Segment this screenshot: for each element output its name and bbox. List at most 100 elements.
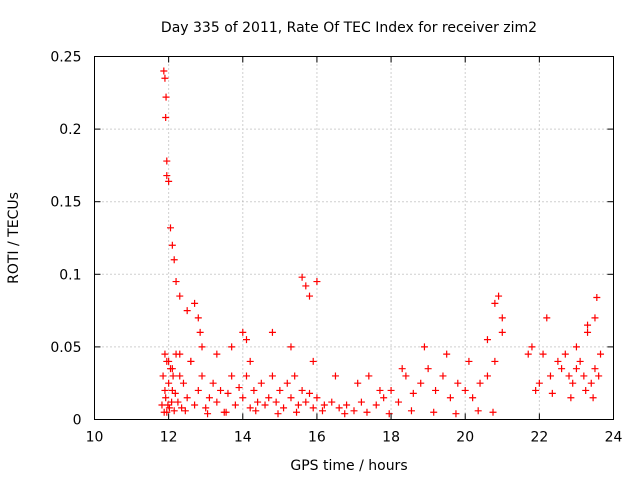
data-point (162, 93, 170, 101)
data-point (313, 278, 321, 286)
data-point (170, 256, 178, 264)
data-point (357, 398, 365, 406)
data-point (202, 404, 210, 412)
data-point (183, 394, 191, 402)
data-point (580, 372, 588, 380)
plot-frame (94, 56, 614, 420)
data-point (187, 357, 195, 365)
data-point (194, 386, 202, 394)
data-point (168, 365, 176, 373)
data-point (179, 379, 187, 387)
data-point (158, 401, 166, 409)
data-point (176, 350, 184, 358)
data-point (546, 372, 554, 380)
data-point (341, 410, 349, 418)
data-point (328, 398, 336, 406)
data-point (535, 379, 543, 387)
data-point (168, 241, 176, 249)
data-point (246, 404, 254, 412)
data-point (335, 404, 343, 412)
data-point (589, 394, 597, 402)
data-point (483, 336, 491, 344)
data-point (452, 410, 460, 418)
data-point (268, 372, 276, 380)
data-point (398, 365, 406, 373)
data-point (191, 401, 199, 409)
data-points (158, 67, 605, 418)
data-point (354, 379, 362, 387)
x-tick-label: 14 (234, 430, 252, 446)
data-point (272, 398, 280, 406)
data-point (254, 398, 262, 406)
data-point (461, 386, 469, 394)
data-point (350, 407, 358, 415)
data-point (194, 314, 202, 322)
data-point (576, 357, 584, 365)
y-tick-label: 0.25 (50, 50, 81, 66)
data-point (228, 343, 236, 351)
y-tick-label: 0.1 (59, 267, 81, 283)
data-point (597, 350, 605, 358)
data-point (474, 407, 482, 415)
data-point (246, 357, 254, 365)
data-point (213, 398, 221, 406)
data-point (170, 407, 178, 415)
data-point (171, 389, 179, 397)
data-point (539, 350, 547, 358)
data-point (165, 404, 173, 412)
data-point (561, 350, 569, 358)
data-point (543, 314, 551, 322)
data-point (162, 394, 170, 402)
data-point (591, 314, 599, 322)
data-point (204, 410, 212, 418)
data-point (183, 307, 191, 315)
data-point (309, 404, 317, 412)
y-axis-label: ROTI / TECUs (6, 192, 22, 284)
data-point (163, 157, 171, 165)
data-point (172, 278, 180, 286)
data-point (191, 299, 199, 307)
x-tick-label: 12 (160, 430, 178, 446)
data-point (320, 401, 328, 409)
data-point (298, 386, 306, 394)
data-point (446, 394, 454, 402)
data-point (387, 386, 395, 394)
data-point (363, 408, 371, 416)
data-point (169, 372, 177, 380)
data-point (372, 401, 380, 409)
data-point (376, 386, 384, 394)
data-point (430, 408, 438, 416)
data-point (176, 372, 184, 380)
data-point (213, 350, 221, 358)
data-point (476, 379, 484, 387)
data-point (313, 394, 321, 402)
data-point (174, 398, 182, 406)
data-point (331, 372, 339, 380)
data-point (198, 343, 206, 351)
x-tick-label: 16 (308, 430, 326, 446)
data-point (584, 321, 592, 329)
data-point (595, 372, 603, 380)
data-point (495, 292, 503, 300)
data-point (380, 394, 388, 402)
data-point (402, 372, 410, 380)
data-point (528, 343, 536, 351)
data-point (469, 394, 477, 402)
x-tick-label: 20 (456, 430, 474, 446)
data-point (250, 386, 258, 394)
y-ticks: 0 0.05 0.1 0.15 0.2 0.25 (50, 50, 614, 429)
data-point (498, 328, 506, 336)
data-point (228, 372, 236, 380)
data-point (165, 177, 173, 185)
data-point (385, 410, 393, 418)
data-point (283, 379, 291, 387)
data-point (565, 372, 573, 380)
data-point (168, 398, 176, 406)
data-point (587, 379, 595, 387)
x-tick-label: 22 (530, 430, 548, 446)
data-point (532, 386, 540, 394)
data-point (417, 379, 425, 387)
data-point (163, 172, 171, 180)
data-point (161, 74, 169, 82)
y-tick-label: 0 (73, 413, 82, 429)
